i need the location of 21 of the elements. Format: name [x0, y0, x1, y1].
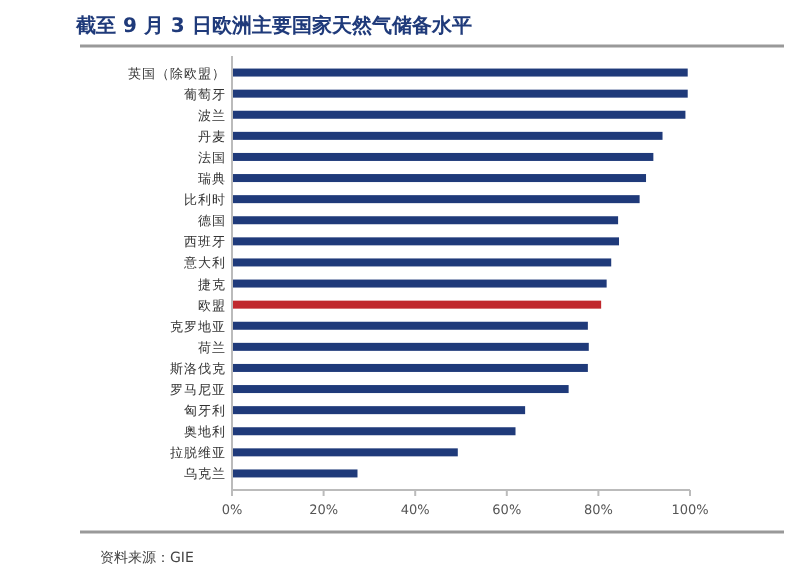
bar [232, 152, 654, 161]
bar [232, 300, 602, 309]
chart-title: 截至 9 月 3 日欧洲主要国家天然气储备水平 [74, 14, 472, 38]
bar [232, 174, 647, 183]
bar [232, 279, 607, 288]
bar [232, 406, 526, 415]
bar [232, 237, 620, 246]
bar [232, 89, 688, 98]
bar [232, 321, 588, 330]
bar [232, 385, 569, 394]
bar [232, 258, 612, 267]
bar [232, 68, 688, 77]
bar [232, 448, 458, 457]
bar [232, 342, 589, 351]
bar [232, 216, 619, 225]
bar [232, 427, 516, 436]
bar [232, 363, 588, 372]
bar [232, 131, 663, 140]
bar [232, 110, 686, 119]
bar [232, 469, 358, 478]
bar [232, 195, 640, 204]
